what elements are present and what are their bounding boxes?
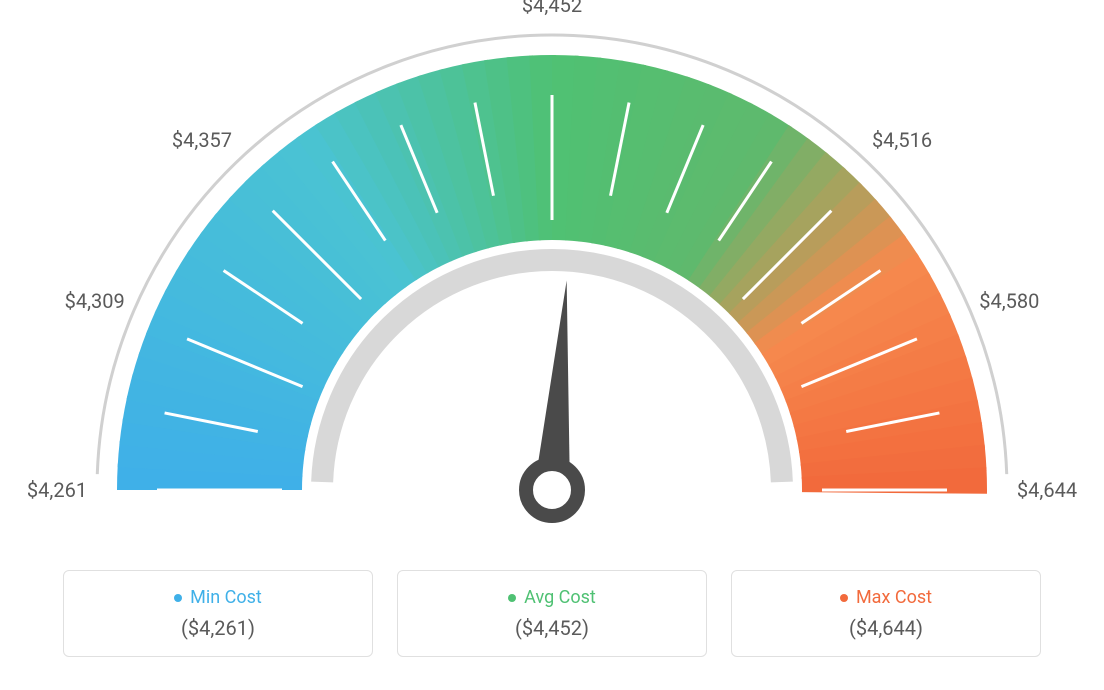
min-dot-icon (174, 594, 182, 602)
max-cost-label: Max Cost (856, 587, 932, 608)
max-dot-icon (840, 594, 848, 602)
avg-cost-label: Avg Cost (524, 587, 596, 608)
max-cost-card: Max Cost ($4,644) (731, 570, 1041, 657)
gauge-tick-label: $4,580 (979, 289, 1039, 313)
cost-cards: Min Cost ($4,261) Avg Cost ($4,452) Max … (0, 570, 1104, 657)
avg-dot-icon (508, 594, 516, 602)
gauge-tick-label: $4,644 (1017, 478, 1077, 502)
gauge-tick-label: $4,309 (65, 289, 125, 313)
avg-cost-card: Avg Cost ($4,452) (397, 570, 707, 657)
max-cost-title: Max Cost (752, 587, 1020, 608)
max-cost-value: ($4,644) (752, 616, 1020, 640)
gauge-tick-label: $4,357 (172, 128, 232, 152)
min-cost-title: Min Cost (84, 587, 352, 608)
gauge-svg (0, 0, 1104, 560)
min-cost-label: Min Cost (190, 587, 262, 608)
gauge-chart: $4,261 $4,309 $4,357 $4,452 $4,516 $4,580 $4,6… (0, 0, 1104, 560)
avg-cost-title: Avg Cost (418, 587, 686, 608)
gauge-tick-label: $4,516 (872, 128, 932, 152)
min-cost-card: Min Cost ($4,261) (63, 570, 373, 657)
gauge-tick-label: $4,261 (27, 478, 87, 502)
gauge-tick-label: $4,452 (522, 0, 582, 17)
min-cost-value: ($4,261) (84, 616, 352, 640)
avg-cost-value: ($4,452) (418, 616, 686, 640)
